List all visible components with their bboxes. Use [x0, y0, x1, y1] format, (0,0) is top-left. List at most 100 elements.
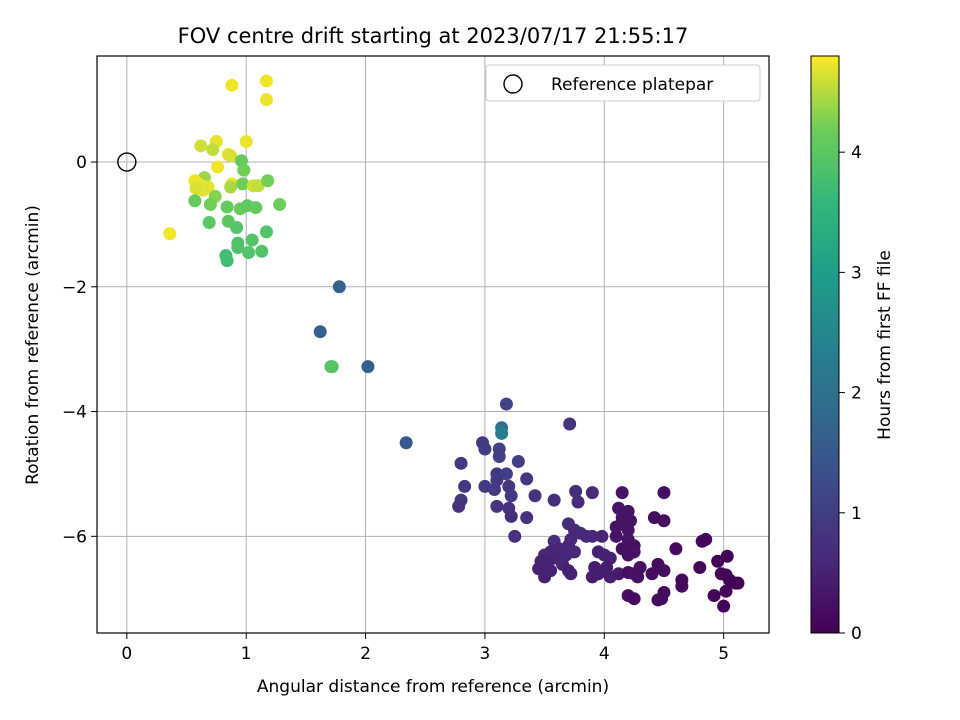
legend-marker-icon — [503, 74, 523, 94]
data-point — [495, 426, 509, 440]
colorbar-tick-label: 2 — [851, 384, 862, 404]
data-point — [211, 160, 225, 174]
data-point — [621, 548, 635, 562]
data-point — [504, 509, 518, 523]
colorbar-tick-label: 1 — [851, 504, 862, 524]
data-point — [707, 589, 721, 603]
data-point — [259, 74, 273, 88]
x-tick-label: 3 — [480, 644, 491, 664]
y-tick-label: −4 — [62, 403, 87, 423]
y-tick-label: −2 — [62, 278, 87, 298]
data-point — [273, 197, 287, 211]
colorbar-tick-label: 4 — [851, 143, 862, 163]
data-point — [645, 567, 659, 581]
data-point — [203, 197, 217, 211]
data-point — [224, 149, 238, 163]
data-point — [720, 549, 734, 563]
data-point — [220, 254, 234, 268]
data-point — [236, 177, 250, 191]
data-point — [675, 579, 689, 593]
data-point — [224, 180, 238, 194]
data-point — [324, 360, 338, 374]
x-tick-label: 5 — [718, 644, 729, 664]
data-point — [332, 280, 346, 294]
data-point — [585, 570, 599, 584]
data-point — [237, 163, 251, 177]
data-point — [492, 449, 506, 463]
y-tick-label: −6 — [62, 527, 87, 547]
data-point — [627, 592, 641, 606]
colorbar-ticks: 0 1 2 3 4 — [839, 143, 862, 644]
x-tick-label: 2 — [360, 644, 371, 664]
data-point — [487, 483, 501, 497]
data-point — [220, 200, 234, 214]
data-point — [609, 520, 623, 534]
y-axis-label: Rotation from reference (arcmin) — [23, 205, 43, 485]
data-point — [452, 499, 466, 513]
legend-box — [485, 64, 761, 102]
data-point — [259, 93, 273, 107]
data-point — [615, 486, 629, 500]
data-point — [499, 467, 513, 481]
data-point — [567, 545, 581, 559]
data-point — [564, 567, 578, 581]
data-point — [499, 397, 513, 411]
data-point — [714, 567, 728, 581]
data-point — [188, 194, 202, 208]
plot-frame — [96, 55, 770, 634]
data-point — [230, 221, 244, 235]
data-point — [693, 561, 707, 575]
reference-platepar-marker — [117, 152, 137, 172]
data-point — [657, 514, 671, 528]
chart-title: FOV centre drift starting at 2023/07/17 … — [178, 24, 689, 48]
colorbar-gradient — [810, 55, 840, 634]
data-point — [520, 511, 534, 525]
data-point — [490, 499, 504, 513]
colorbar-tick-label: 3 — [851, 263, 862, 283]
data-point — [585, 529, 599, 543]
data-point — [313, 325, 327, 339]
legend: Reference platepar — [485, 64, 761, 102]
data-point — [163, 227, 177, 241]
data-point — [255, 244, 269, 258]
x-tick-label: 1 — [241, 644, 252, 664]
colorbar: 0 1 2 3 4 Hours from first FF file — [810, 55, 895, 644]
data-point — [458, 479, 472, 493]
data-point — [538, 570, 552, 584]
data-point — [563, 417, 577, 431]
data-point — [259, 225, 273, 239]
data-point — [520, 472, 534, 486]
data-point — [711, 554, 725, 568]
y-tick-label: 0 — [76, 153, 87, 173]
data-point — [547, 493, 561, 507]
data-point — [657, 564, 671, 578]
data-point — [399, 436, 413, 450]
data-point — [699, 532, 713, 546]
data-point — [261, 174, 275, 188]
data-point — [245, 233, 259, 247]
data-point — [528, 489, 542, 503]
data-point — [612, 567, 626, 581]
data-point — [731, 576, 745, 590]
x-tick-label: 0 — [121, 644, 132, 664]
data-point — [717, 599, 731, 613]
data-point — [194, 139, 208, 153]
data-point — [657, 486, 671, 500]
data-point — [361, 360, 375, 374]
x-axis-ticks: 0 1 2 3 4 5 — [121, 633, 729, 664]
data-point — [251, 179, 265, 193]
data-point — [571, 495, 585, 509]
data-point — [585, 486, 599, 500]
data-point — [657, 585, 671, 599]
data-point — [511, 454, 525, 468]
data-point — [202, 216, 216, 230]
data-point — [719, 584, 733, 598]
data-point — [189, 181, 203, 195]
data-point — [595, 529, 609, 543]
legend-entry-reference-platepar: Reference platepar — [551, 75, 713, 95]
data-point — [206, 143, 220, 157]
data-point — [569, 484, 583, 498]
data-point — [249, 201, 263, 215]
data-point — [239, 134, 253, 148]
